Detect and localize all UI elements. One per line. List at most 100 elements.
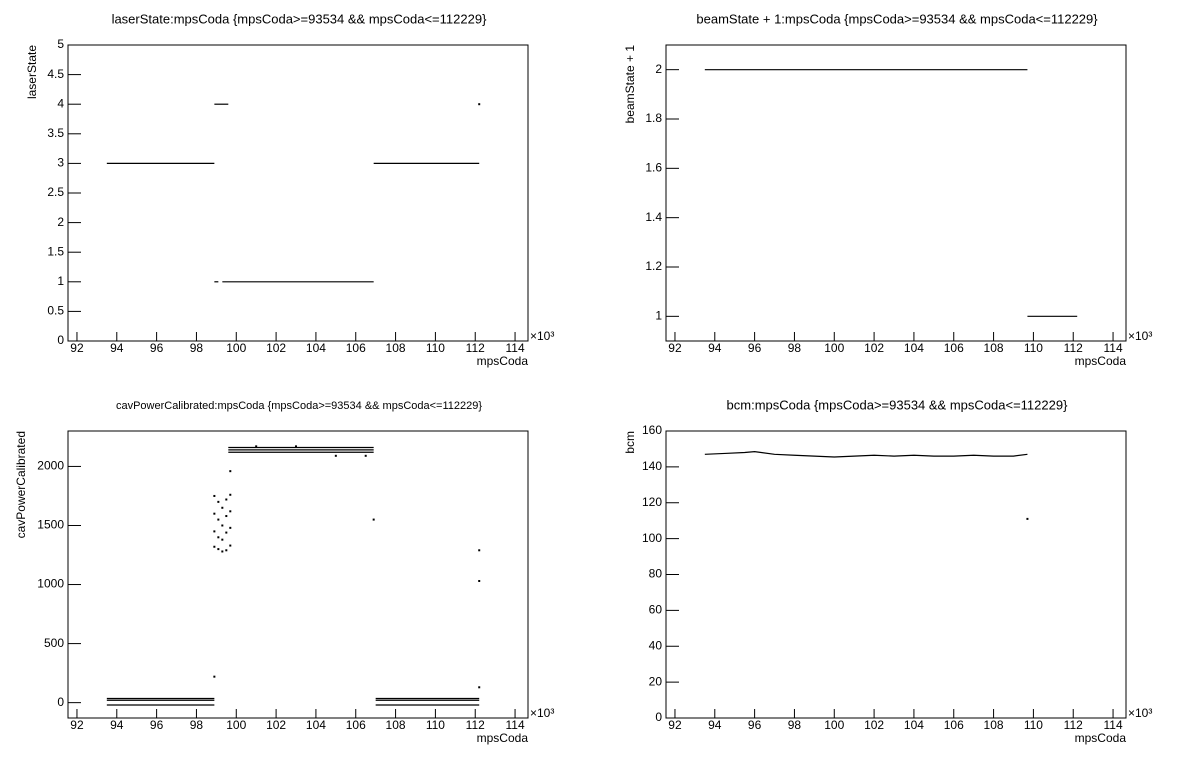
x-tick-label: 98 <box>190 341 204 355</box>
x-tick-label: 98 <box>788 718 802 732</box>
y-tick-label: 2 <box>655 62 662 76</box>
x-tick-label: 104 <box>904 718 924 732</box>
data-line <box>704 451 1028 458</box>
y-tick-label: 1.2 <box>645 259 662 273</box>
point <box>213 545 216 548</box>
y-tick-label: 0 <box>57 695 64 709</box>
point <box>213 675 216 678</box>
x-tick-label: 98 <box>190 718 204 732</box>
y-tick-label: 1.5 <box>47 244 64 258</box>
point <box>221 550 224 553</box>
point <box>478 103 481 106</box>
point <box>225 549 228 552</box>
x-tick-label: 104 <box>306 718 326 732</box>
x-tick-label: 114 <box>505 341 524 355</box>
y-tick-label: 1 <box>655 309 662 323</box>
y-tick-label: 1000 <box>37 577 64 591</box>
x-tick-label: 100 <box>226 718 246 732</box>
y-tick-label: 3 <box>57 156 64 170</box>
point <box>478 579 481 582</box>
point <box>225 531 228 534</box>
pad: beamState + 1:mpsCoda {mpsCoda>=93534 &&… <box>623 11 1152 368</box>
x-axis-label: mpsCoda <box>477 354 529 368</box>
point <box>1026 517 1029 520</box>
x-tick-label: 110 <box>426 341 445 355</box>
x-tick-label: 108 <box>984 718 1004 732</box>
y-tick-label: 40 <box>649 638 663 652</box>
x-tick-label: 104 <box>306 341 326 355</box>
y-tick-label: 80 <box>649 567 663 581</box>
y-tick-label: 20 <box>649 674 663 688</box>
point <box>229 526 232 529</box>
y-axis-label: laserState <box>25 45 39 99</box>
x-tick-label: 98 <box>788 341 802 355</box>
y-tick-label: 3.5 <box>47 126 64 140</box>
y-tick-label: 2000 <box>37 459 64 473</box>
x-tick-label: 96 <box>150 341 164 355</box>
x-tick-label: 100 <box>226 341 246 355</box>
x-tick-label: 102 <box>864 341 884 355</box>
y-tick-label: 4 <box>57 96 64 110</box>
chart-title: cavPowerCalibrated:mpsCoda {mpsCoda>=935… <box>116 400 482 412</box>
x-tick-label: 102 <box>864 718 884 732</box>
point <box>229 510 232 513</box>
x-tick-label: 100 <box>824 341 844 355</box>
point <box>334 454 337 457</box>
point <box>372 518 375 521</box>
chart-title: laserState:mpsCoda {mpsCoda>=93534 && mp… <box>112 11 488 26</box>
frame <box>67 44 529 342</box>
x-tick-label: 104 <box>904 341 924 355</box>
y-tick-label: 500 <box>44 636 64 650</box>
y-tick-label: 2.5 <box>47 185 64 199</box>
y-tick-label: 100 <box>642 531 662 545</box>
chart-title: bcm:mpsCoda {mpsCoda>=93534 && mpsCoda<=… <box>727 397 1069 412</box>
pad: laserState:mpsCoda {mpsCoda>=93534 && mp… <box>25 11 554 368</box>
x-axis-label: mpsCoda <box>1075 731 1127 745</box>
x-tick-label: 114 <box>1103 341 1122 355</box>
x-tick-label: 110 <box>1024 718 1043 732</box>
x-tick-label: 94 <box>110 341 124 355</box>
point <box>295 445 298 448</box>
y-tick-label: 5 <box>57 37 64 51</box>
x-exponent: ×10³ <box>1128 329 1152 343</box>
point <box>225 498 228 501</box>
y-tick-label: 60 <box>649 603 663 617</box>
x-tick-label: 114 <box>1103 718 1122 732</box>
x-tick-label: 96 <box>150 718 164 732</box>
x-tick-label: 108 <box>386 718 406 732</box>
x-tick-label: 110 <box>426 718 445 732</box>
x-tick-label: 92 <box>70 718 84 732</box>
y-tick-label: 120 <box>642 495 662 509</box>
frame <box>665 430 1127 719</box>
point <box>229 493 232 496</box>
x-tick-label: 112 <box>1064 718 1083 732</box>
point <box>217 500 220 503</box>
x-tick-label: 114 <box>505 718 524 732</box>
y-tick-label: 0.5 <box>47 304 64 318</box>
y-tick-label: 1500 <box>37 518 64 532</box>
point <box>221 538 224 541</box>
x-tick-label: 92 <box>668 341 682 355</box>
point <box>364 454 367 457</box>
x-tick-label: 94 <box>110 718 124 732</box>
x-tick-label: 112 <box>1064 341 1083 355</box>
point <box>217 518 220 521</box>
point <box>217 536 220 539</box>
x-exponent: ×10³ <box>530 329 554 343</box>
y-tick-label: 0 <box>655 710 662 724</box>
x-tick-label: 106 <box>346 341 366 355</box>
x-tick-label: 108 <box>984 341 1004 355</box>
point <box>213 494 216 497</box>
x-tick-label: 92 <box>668 718 682 732</box>
x-exponent: ×10³ <box>530 706 554 720</box>
x-tick-label: 102 <box>266 341 286 355</box>
pad: bcm:mpsCoda {mpsCoda>=93534 && mpsCoda<=… <box>623 397 1152 745</box>
x-tick-label: 112 <box>466 718 485 732</box>
y-axis-label: cavPowerCalibrated <box>14 431 28 538</box>
chart-title: beamState + 1:mpsCoda {mpsCoda>=93534 &&… <box>696 11 1098 26</box>
x-tick-label: 96 <box>748 341 762 355</box>
point <box>213 512 216 515</box>
point <box>255 445 258 448</box>
point <box>221 524 224 527</box>
